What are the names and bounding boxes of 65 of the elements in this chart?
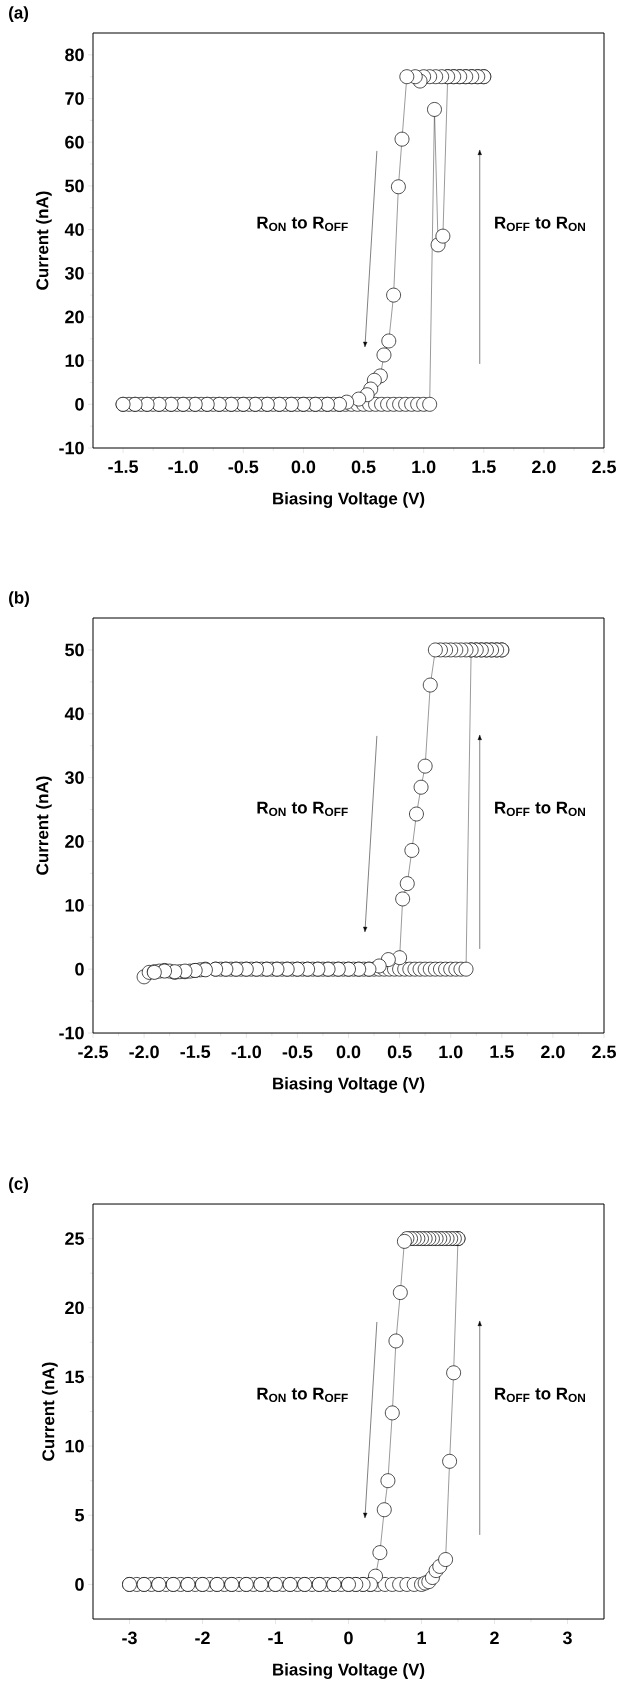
annotation: R$_{ON}$ to R$_{OFF}$ — [257, 801, 348, 817]
chart-title: (b) — [9, 591, 29, 607]
y-axis-title: Current (nA) — [41, 1362, 58, 1461]
x-tick-label: -2.0 — [129, 1045, 159, 1059]
y-tick-label: 40 — [64, 223, 84, 236]
x-tick-label: 1 — [417, 1631, 426, 1644]
y-tick-label: 0 — [75, 1578, 84, 1591]
x-tick-label: -0.5 — [282, 1045, 313, 1059]
x-tick-label: 2.0 — [532, 460, 556, 474]
x-tick-label: -1.5 — [180, 1045, 211, 1059]
y-tick-label: 70 — [65, 92, 84, 105]
annotation: R$_{OFF}$ to R$_{ON}$ — [495, 801, 585, 817]
y-tick-label: 30 — [64, 771, 84, 784]
annotation: R$_{OFF}$ to R$_{ON}$ — [495, 216, 586, 232]
y-tick-label: 20 — [65, 310, 84, 324]
y-tick-label: 5 — [75, 1509, 84, 1522]
y-axis-title: Current (nA) — [35, 191, 52, 290]
x-tick-label: 0.0 — [291, 460, 316, 474]
y-tick-label: -10 — [59, 1026, 84, 1040]
x-tick-label: 1.0 — [439, 1045, 463, 1059]
y-tick-label: 40 — [64, 707, 84, 721]
chart-title: (a) — [9, 6, 29, 22]
x-tick-label: 0 — [344, 1631, 353, 1645]
x-tick-label: 1.5 — [490, 1045, 514, 1059]
y-tick-label: 50 — [65, 643, 84, 657]
x-tick-label: 2.5 — [592, 460, 616, 474]
annotation: R$_{OFF}$ to R$_{ON}$ — [495, 1387, 585, 1403]
x-tick-label: -2 — [195, 1631, 210, 1645]
x-tick-label: -1.0 — [168, 460, 198, 474]
x-tick-label: 2.5 — [592, 1045, 616, 1059]
x-tick-label: 1.0 — [412, 460, 436, 474]
y-tick-label: 50 — [65, 179, 84, 193]
y-axis-title: Current (nA) — [35, 776, 52, 875]
y-tick-label: 60 — [65, 135, 84, 149]
y-tick-label: 20 — [65, 835, 84, 848]
x-tick-label: 3 — [562, 1631, 572, 1645]
x-tick-label: 2 — [490, 1631, 499, 1645]
y-tick-label: 0 — [75, 397, 84, 411]
x-tick-label: -0.5 — [228, 460, 259, 474]
x-tick-label: 0.5 — [351, 460, 376, 474]
y-tick-label: 30 — [64, 266, 84, 280]
x-tick-label: -1.5 — [108, 460, 139, 474]
annotation: R$_{ON}$ to R$_{OFF}$ — [257, 1387, 348, 1403]
x-axis-title: Biasing Voltage (V) — [273, 1663, 425, 1679]
x-tick-label: -3 — [122, 1631, 137, 1645]
x-tick-label: -2.5 — [78, 1045, 108, 1059]
x-axis-title: Biasing Voltage (V) — [273, 1077, 425, 1093]
y-tick-label: 10 — [65, 898, 84, 912]
x-tick-label: 2.0 — [541, 1045, 565, 1059]
x-tick-label: -1 — [268, 1631, 283, 1644]
y-tick-label: 25 — [65, 1232, 84, 1245]
y-tick-label: -10 — [59, 441, 84, 455]
x-tick-label: 1.5 — [472, 460, 496, 474]
chart-title: (c) — [9, 1177, 29, 1193]
y-tick-label: 20 — [65, 1301, 84, 1315]
x-tick-label: 0.0 — [336, 1045, 361, 1059]
y-tick-label: 15 — [65, 1370, 84, 1384]
y-tick-label: 10 — [65, 354, 84, 367]
y-tick-label: 0 — [75, 962, 84, 976]
annotation: R$_{ON}$ to R$_{OFF}$ — [257, 216, 348, 232]
x-tick-label: -1.0 — [231, 1045, 262, 1059]
y-tick-label: 10 — [65, 1439, 84, 1453]
x-tick-label: 0.5 — [387, 1045, 412, 1059]
x-axis-title: Biasing Voltage (V) — [273, 492, 425, 508]
y-tick-label: 80 — [65, 48, 84, 62]
